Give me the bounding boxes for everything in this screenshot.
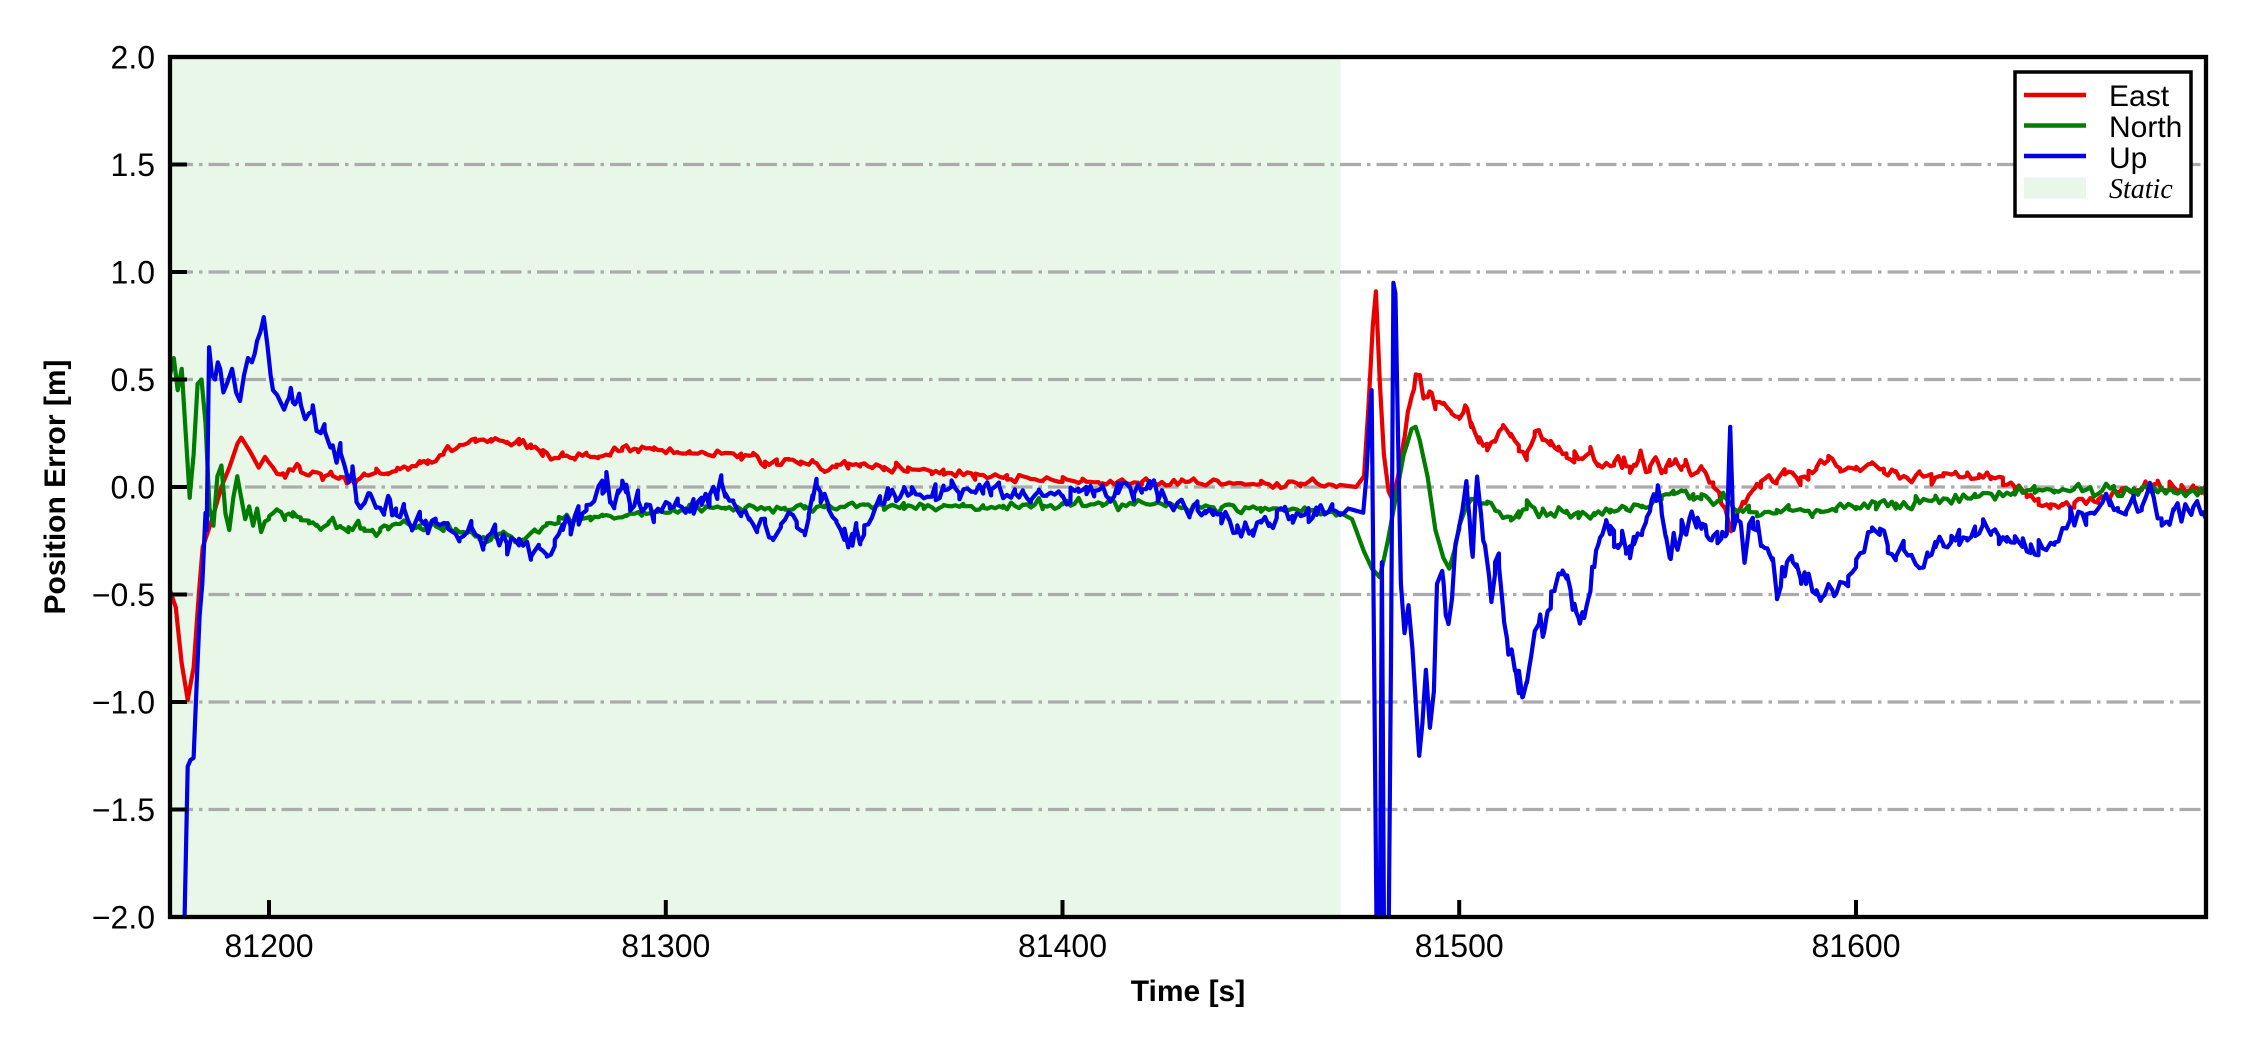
svg-text:−0.5: −0.5	[92, 577, 155, 613]
svg-text:2.0: 2.0	[111, 40, 155, 76]
svg-text:Up: Up	[2109, 142, 2147, 175]
svg-text:0.5: 0.5	[111, 362, 155, 398]
svg-text:Position Error [m]: Position Error [m]	[39, 359, 72, 614]
svg-text:Time [s]: Time [s]	[1131, 975, 1245, 1008]
svg-text:81400: 81400	[1018, 928, 1107, 964]
svg-text:81200: 81200	[225, 928, 314, 964]
svg-text:0.0: 0.0	[111, 470, 155, 506]
svg-text:1.0: 1.0	[111, 255, 155, 291]
svg-text:North: North	[2109, 111, 2182, 144]
svg-text:81300: 81300	[621, 928, 710, 964]
svg-text:81500: 81500	[1415, 928, 1504, 964]
svg-text:81600: 81600	[1812, 928, 1901, 964]
svg-text:−1.0: −1.0	[92, 685, 155, 721]
svg-text:East: East	[2109, 80, 2170, 113]
svg-text:Static: Static	[2109, 174, 2173, 205]
svg-text:−2.0: −2.0	[92, 900, 155, 936]
svg-text:1.5: 1.5	[111, 147, 155, 183]
svg-text:−1.5: −1.5	[92, 792, 155, 828]
